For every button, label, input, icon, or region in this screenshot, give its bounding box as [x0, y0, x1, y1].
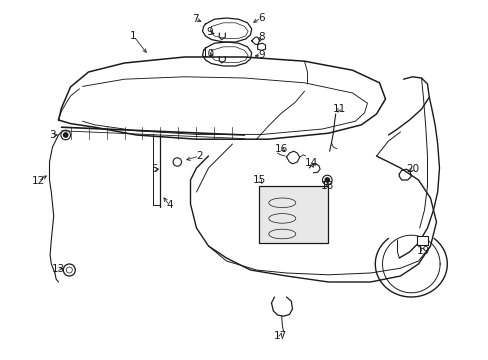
Text: 4: 4: [166, 200, 172, 210]
Text: 6: 6: [258, 13, 264, 23]
Circle shape: [63, 133, 68, 137]
Bar: [259, 186, 328, 243]
Text: 7: 7: [192, 14, 198, 24]
Text: 3: 3: [49, 130, 56, 140]
Text: 10: 10: [202, 49, 215, 59]
Circle shape: [325, 178, 329, 182]
Bar: [416, 236, 427, 245]
Text: 12: 12: [31, 176, 44, 186]
Text: 15: 15: [252, 175, 265, 185]
Text: 20: 20: [405, 164, 418, 174]
Text: 9: 9: [206, 27, 213, 37]
Text: 11: 11: [332, 104, 345, 114]
Text: 16: 16: [275, 144, 288, 154]
Text: 8: 8: [258, 32, 264, 42]
Text: 1: 1: [130, 31, 137, 41]
Text: 9: 9: [258, 50, 264, 60]
Text: 14: 14: [305, 158, 318, 168]
Text: 19: 19: [416, 246, 429, 256]
Text: 18: 18: [320, 181, 333, 191]
Text: 13: 13: [52, 264, 65, 274]
Text: 17: 17: [273, 331, 286, 341]
Text: 5: 5: [151, 164, 158, 174]
Text: 2: 2: [196, 151, 203, 161]
